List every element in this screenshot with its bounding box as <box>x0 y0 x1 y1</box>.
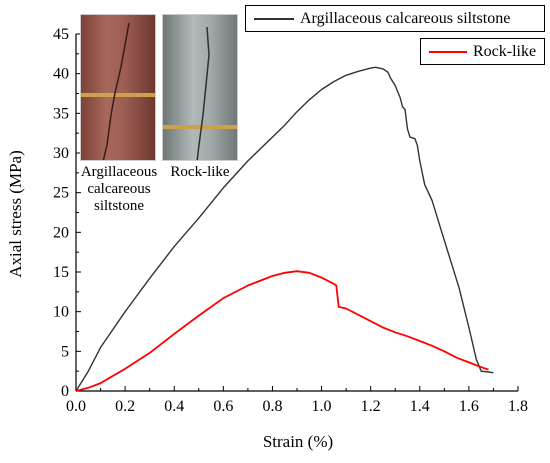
rock-like-photo-caption: Rock-like <box>160 164 240 181</box>
y-tick-label: 0 <box>61 383 69 400</box>
x-tick-label: 1.8 <box>508 398 528 415</box>
x-tick-label: 0.8 <box>262 398 282 415</box>
rock-like-specimen-photo <box>162 14 238 161</box>
crack-mark <box>196 26 210 160</box>
siltstone-specimen-photo <box>80 14 156 161</box>
x-tick-label: 1.4 <box>410 398 430 415</box>
legend-swatch-siltstone <box>254 17 294 20</box>
rubber-band <box>163 125 237 129</box>
y-tick-label: 25 <box>53 185 69 202</box>
axes: 0.0 0.2 0.4 0.6 0.8 1.0 1.2 1.4 1.6 1.8 0 5 10 15 20 25… <box>53 26 528 415</box>
series-line-rock-like <box>75 270 489 392</box>
legend-swatch-rock-like <box>429 50 467 53</box>
y-tick-label: 5 <box>61 343 69 360</box>
siltstone-photo-caption: Argillaceous calcareous siltstone <box>75 164 163 215</box>
y-tick-label: 10 <box>53 304 69 321</box>
x-tick-label: 0.2 <box>115 398 135 415</box>
y-axis-title: Axial stress (MPa) <box>6 150 25 277</box>
rubber-band <box>81 93 155 97</box>
y-tick-label: 45 <box>53 26 69 43</box>
x-tick-label: 1.6 <box>459 398 479 415</box>
y-tick-label: 40 <box>53 66 69 83</box>
y-tick-label: 15 <box>53 264 69 281</box>
x-tick-label: 0.4 <box>164 398 184 415</box>
caption-line: Argillaceous <box>80 164 158 180</box>
x-tick-label: 0.0 <box>66 398 86 415</box>
legend-rock-like: Rock-like <box>420 38 545 65</box>
y-tick-label: 30 <box>53 145 69 162</box>
legend-siltstone: Argillaceous calcareous siltstone <box>245 5 545 32</box>
series-layer <box>75 66 494 392</box>
caption-line: siltstone <box>93 198 144 214</box>
x-axis-title: Strain (%) <box>263 432 333 451</box>
y-tick-label: 20 <box>53 224 69 241</box>
legend-label-siltstone: Argillaceous calcareous siltstone <box>300 9 511 27</box>
series-line-siltstone <box>75 66 494 392</box>
x-tick-label: 1.2 <box>361 398 381 415</box>
x-tick-label: 1.0 <box>312 398 332 415</box>
legend-label-rock-like: Rock-like <box>473 42 537 60</box>
crack-mark <box>102 22 130 160</box>
caption-line: calcareous <box>87 181 151 197</box>
y-tick-label: 35 <box>53 105 69 122</box>
x-tick-label: 0.6 <box>213 398 233 415</box>
caption-line: Rock-like <box>170 164 230 180</box>
